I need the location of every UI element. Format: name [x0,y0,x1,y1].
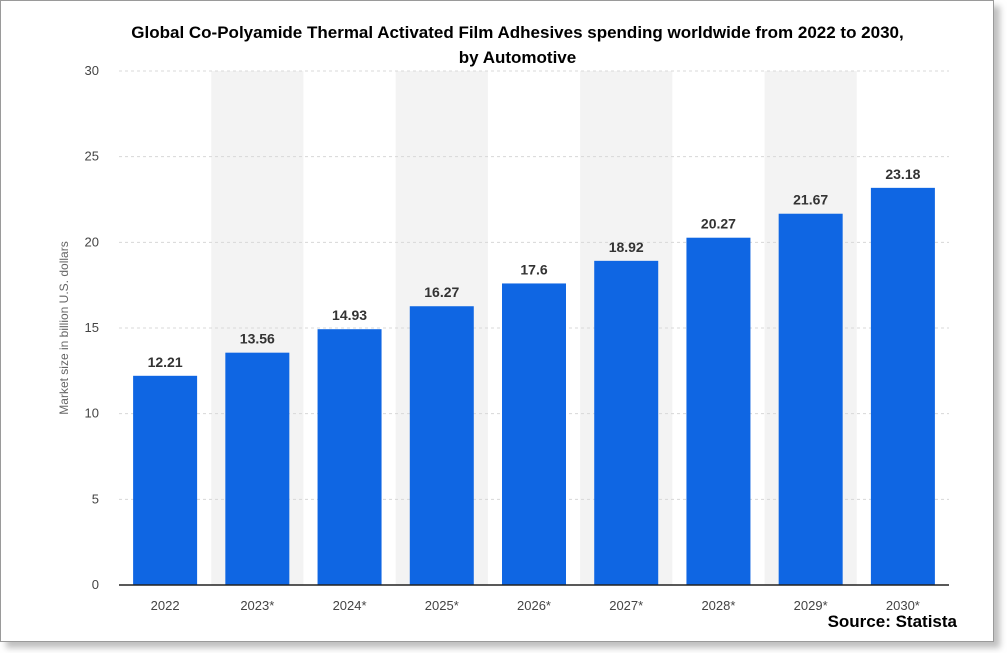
chart-title-line-1: Global Co-Polyamide Thermal Activated Fi… [131,23,904,42]
x-axis-ticks: 2022 2023* 2024* 2025* 2026* 2027* 2028* 2029* 2… [151,598,920,613]
bars [133,187,935,585]
x-tick-label: 2024* [333,598,367,613]
bar-value-label: 23.18 [885,166,920,182]
bar-value-label: 13.56 [240,331,275,347]
bar [409,306,474,585]
x-tick-label: 2029* [794,598,828,613]
y-tick-label: 25 [85,149,99,164]
y-tick-label: 30 [85,63,99,78]
y-tick-label: 20 [85,234,99,249]
y-axis-ticks: 0 5 10 15 20 25 30 [85,63,99,592]
bar-value-label: 16.27 [424,284,459,300]
x-tick-label: 2023* [240,598,274,613]
x-tick-label: 2030* [886,598,920,613]
x-tick-label: 2028* [701,598,735,613]
chart-title: Global Co-Polyamide Thermal Activated Fi… [0,20,1007,70]
bar [686,237,751,585]
x-tick-label: 2022 [151,598,180,613]
bar [317,329,382,585]
bar-value-label: 17.6 [520,261,547,277]
bar-value-label: 18.92 [609,239,644,255]
y-tick-label: 5 [92,491,99,506]
x-tick-label: 2026* [517,598,551,613]
bar [225,352,290,585]
bar [594,260,659,585]
bar [502,283,566,585]
bar-value-label: 21.67 [793,192,828,208]
source-note: Source: Statista [827,612,957,631]
y-tick-label: 10 [85,406,99,421]
y-tick-label: 15 [85,320,99,335]
bar [778,213,843,585]
y-axis-title: Market size in billion U.S. dollars [57,241,71,414]
x-tick-label: 2027* [609,598,643,613]
bar [133,375,198,585]
bar-value-label: 14.93 [332,307,367,323]
y-tick-label: 0 [92,577,99,592]
bar-value-label: 12.21 [148,354,183,370]
data-labels: 12.21 13.56 14.93 16.27 17.6 18.92 20.27 21.67 2… [148,166,921,370]
x-tick-label: 2025* [425,598,459,613]
chart-title-line-2: by Automotive [458,48,577,67]
bar-value-label: 20.27 [701,216,736,232]
bar [870,187,935,585]
